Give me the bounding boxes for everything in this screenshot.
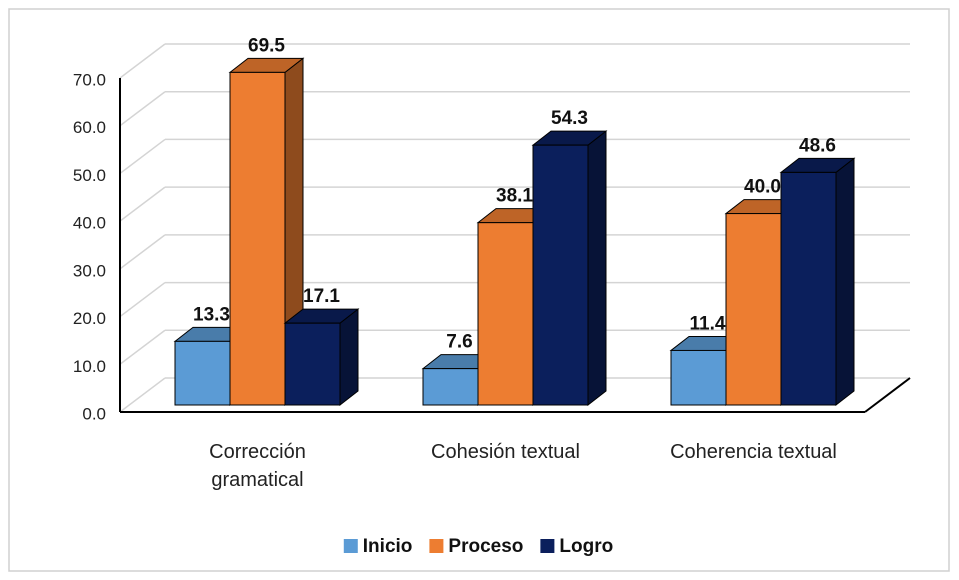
grid-diagonal: [119, 281, 166, 318]
data-label: 38.1: [496, 186, 533, 207]
grid-diagonal: [119, 329, 166, 365]
legend-label: Proceso: [448, 536, 523, 557]
x-tick-label: Cohesión textual: [431, 441, 580, 463]
grid-diagonal: [119, 91, 166, 127]
legend-label: Inicio: [363, 536, 413, 557]
bar: [284, 322, 341, 406]
legend-swatch: [429, 539, 444, 553]
y-tick-label: 30.0: [73, 261, 106, 280]
y-tick-label: 70.0: [73, 70, 106, 89]
legend-swatch: [343, 539, 358, 553]
bar: [780, 171, 837, 406]
bar: [477, 222, 534, 406]
data-label: 54.3: [551, 108, 588, 129]
y-tick-label: 60.0: [73, 118, 106, 137]
bar-side: [835, 157, 855, 407]
bar: [532, 144, 589, 406]
x-tick-label: Coherencia textual: [670, 441, 837, 463]
x-tick-label: Corrección gramatical: [209, 441, 306, 491]
bar: [725, 213, 782, 406]
bar: [174, 340, 231, 406]
grid-diagonal: [119, 43, 166, 79]
bar: [670, 349, 727, 406]
data-label: 40.0: [744, 177, 781, 198]
y-tick-label: 50.0: [73, 166, 106, 185]
grid-diagonal: [119, 186, 166, 222]
floor-edge: [864, 377, 911, 413]
y-tick-label: 20.0: [73, 309, 106, 328]
y-tick-label: 0.0: [82, 404, 106, 423]
y-tick-label: 40.0: [73, 214, 106, 233]
data-label: 17.1: [303, 286, 340, 307]
data-label: 69.5: [248, 35, 285, 56]
bar: [229, 71, 286, 406]
data-label: 11.4: [690, 313, 726, 334]
data-label: 7.6: [446, 332, 472, 353]
grid-diagonal: [119, 377, 166, 413]
bar-side: [587, 130, 607, 407]
legend-label: Logro: [559, 536, 613, 557]
data-label: 13.3: [193, 304, 230, 325]
bar-side: [339, 308, 359, 407]
grid-diagonal: [119, 234, 166, 270]
bar: [422, 368, 479, 406]
data-label: 48.6: [799, 135, 836, 156]
legend-swatch: [540, 539, 555, 553]
y-tick-label: 10.0: [73, 357, 106, 376]
grid-diagonal: [119, 138, 166, 175]
